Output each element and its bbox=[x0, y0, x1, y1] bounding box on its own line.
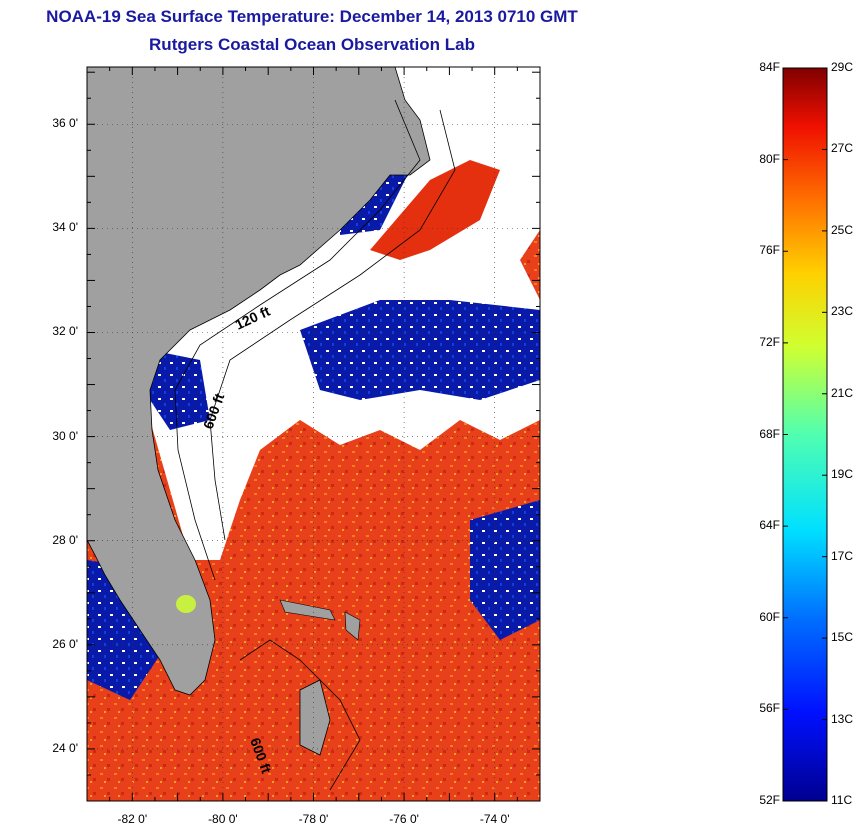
land-bahamas-abaco bbox=[344, 611, 361, 641]
colorbar-c-label: 23C bbox=[831, 304, 854, 319]
graticule bbox=[87, 67, 540, 801]
page-subtitle: Rutgers Coastal Ocean Observation Lab bbox=[149, 35, 475, 54]
map-image: 120 ft 600 ft 600 ft bbox=[87, 67, 540, 801]
map-ticks bbox=[87, 67, 540, 801]
contour-600ft-south bbox=[239, 639, 361, 791]
colorbar-f-label: 76F bbox=[759, 243, 780, 258]
contour-120ft bbox=[174, 99, 421, 581]
colorbar-ticks bbox=[783, 67, 827, 802]
cold-water-florida-coast bbox=[150, 350, 210, 430]
colorbar-f-label: 56F bbox=[759, 701, 780, 716]
gulf-stream bbox=[370, 160, 500, 260]
colorbar-f-label: 80F bbox=[759, 151, 780, 166]
lat-label: 24 0' bbox=[52, 740, 78, 755]
colorbar-c-label: 25C bbox=[831, 222, 854, 237]
colorbar-c-label: 21C bbox=[831, 385, 854, 400]
lon-label: -82 0' bbox=[117, 812, 148, 826]
lat-label: 32 0' bbox=[52, 324, 78, 339]
cold-water-east bbox=[470, 500, 540, 640]
colorbar-f-label: 64F bbox=[759, 518, 780, 533]
lat-label: 34 0' bbox=[52, 220, 78, 235]
lake-okeechobee bbox=[176, 595, 196, 613]
lat-label: 28 0' bbox=[52, 532, 78, 547]
page-title: NOAA-19 Sea Surface Temperature: Decembe… bbox=[46, 7, 578, 26]
colorbar-f-label: 60F bbox=[759, 609, 780, 624]
colorbar-f-label: 68F bbox=[759, 426, 780, 441]
land-bahamas-grand bbox=[279, 599, 336, 621]
colorbar-f-label: 84F bbox=[759, 60, 780, 74]
land-bahamas-andros bbox=[299, 679, 331, 756]
colorbar-c-label: 17C bbox=[831, 548, 854, 563]
colorbar-c-label: 11C bbox=[831, 793, 853, 807]
colorbar-f-label: 72F bbox=[759, 334, 780, 349]
lon-label: -74 0' bbox=[479, 812, 510, 826]
colorbar-c-label: 13C bbox=[831, 711, 854, 726]
colorbar-f-label: 52F bbox=[759, 793, 780, 807]
colorbar-c-label: 19C bbox=[831, 467, 854, 482]
colorbar bbox=[782, 67, 828, 802]
lat-label: 30 0' bbox=[52, 428, 78, 443]
contour-600ft bbox=[209, 109, 456, 541]
colorbar-c-label: 15C bbox=[831, 630, 854, 645]
land-us bbox=[87, 67, 431, 696]
colorbar-c-label: 29C bbox=[831, 60, 854, 74]
lat-label: 36 0' bbox=[52, 116, 78, 131]
lon-label: -76 0' bbox=[389, 812, 419, 826]
lon-label: -78 0' bbox=[298, 812, 329, 826]
cold-water-north bbox=[300, 300, 540, 400]
lon-label: -80 0' bbox=[208, 812, 238, 826]
lat-label: 26 0' bbox=[52, 636, 78, 651]
colorbar-c-label: 27C bbox=[831, 141, 854, 156]
